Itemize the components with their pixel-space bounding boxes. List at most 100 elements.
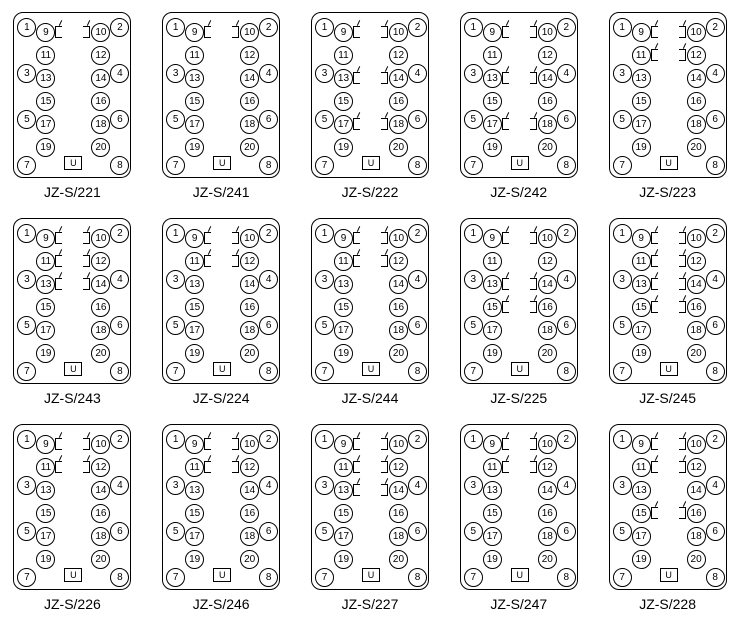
pin-5: 5 [464, 522, 483, 541]
pin-15: 15 [185, 92, 204, 111]
contact-symbol [353, 232, 360, 244]
pin-9: 9 [36, 229, 55, 248]
pin-4: 4 [706, 64, 725, 83]
contact-symbol [381, 255, 388, 267]
pin-8: 8 [408, 362, 427, 381]
pin-20: 20 [240, 138, 259, 157]
pin-9: 9 [334, 23, 353, 42]
relay-frame: 1357246891113151719101214161820U [162, 218, 280, 384]
pin-15: 15 [36, 298, 55, 317]
contact-symbol [679, 49, 686, 61]
contact-symbol [55, 278, 62, 290]
pin-13: 13 [334, 275, 353, 294]
pin-17: 17 [334, 321, 353, 340]
pin-13: 13 [185, 275, 204, 294]
pin-18: 18 [687, 115, 706, 134]
contact-symbol [502, 438, 509, 450]
contact-symbol [381, 72, 388, 84]
pin-2: 2 [408, 430, 427, 449]
contact-symbol [381, 438, 388, 450]
coil-u-box: U [362, 568, 380, 582]
contact-symbol [353, 255, 360, 267]
contact-symbol [530, 301, 537, 313]
contact-symbol [381, 461, 388, 473]
relay-cell: 1357246891113151719101214161820UJZ-S/222 [310, 12, 431, 200]
pin-16: 16 [687, 92, 706, 111]
pin-16: 16 [240, 298, 259, 317]
pin-11: 11 [185, 458, 204, 477]
pin-20: 20 [389, 138, 408, 157]
pin-20: 20 [91, 550, 110, 569]
pin-18: 18 [389, 527, 408, 546]
coil-u-box: U [64, 156, 82, 170]
pin-13: 13 [483, 69, 502, 88]
pin-5: 5 [17, 110, 36, 129]
pin-16: 16 [389, 298, 408, 317]
pin-13: 13 [632, 69, 651, 88]
contact-symbol [204, 26, 211, 38]
contact-symbol [651, 507, 658, 519]
pin-14: 14 [91, 275, 110, 294]
pin-19: 19 [36, 550, 55, 569]
pin-11: 11 [632, 458, 651, 477]
pin-10: 10 [91, 23, 110, 42]
pin-4: 4 [259, 64, 278, 83]
pin-19: 19 [632, 550, 651, 569]
pin-12: 12 [687, 46, 706, 65]
pin-4: 4 [408, 270, 427, 289]
pin-7: 7 [613, 156, 632, 175]
contact-symbol [679, 461, 686, 473]
pin-19: 19 [334, 138, 353, 157]
pin-18: 18 [389, 321, 408, 340]
pin-12: 12 [538, 458, 557, 477]
pin-12: 12 [389, 252, 408, 271]
pin-15: 15 [483, 298, 502, 317]
pin-10: 10 [538, 229, 557, 248]
pin-7: 7 [17, 362, 36, 381]
pin-18: 18 [240, 115, 259, 134]
pin-17: 17 [36, 321, 55, 340]
relay-frame: 1357246891113151719101214161820U [609, 424, 727, 590]
pin-3: 3 [17, 476, 36, 495]
pin-17: 17 [334, 527, 353, 546]
relay-frame: 1357246891113151719101214161820U [162, 424, 280, 590]
pin-12: 12 [91, 252, 110, 271]
pin-5: 5 [166, 110, 185, 129]
relay-frame: 1357246891113151719101214161820U [460, 12, 578, 178]
contact-symbol [651, 232, 658, 244]
pin-13: 13 [632, 481, 651, 500]
contact-symbol [530, 461, 537, 473]
relay-frame: 1357246891113151719101214161820U [609, 218, 727, 384]
relay-cell: 1357246891113151719101214161820UJZ-S/228 [607, 424, 728, 612]
pin-10: 10 [389, 435, 408, 454]
relay-label: JZ-S/245 [639, 390, 696, 406]
pin-11: 11 [36, 458, 55, 477]
pin-13: 13 [483, 275, 502, 294]
contact-symbol [55, 461, 62, 473]
contact-symbol [232, 232, 239, 244]
pin-8: 8 [110, 568, 129, 587]
pin-15: 15 [36, 92, 55, 111]
pin-5: 5 [464, 110, 483, 129]
pin-20: 20 [389, 344, 408, 363]
pin-7: 7 [315, 362, 334, 381]
pin-16: 16 [538, 298, 557, 317]
contact-symbol [651, 26, 658, 38]
pin-17: 17 [632, 115, 651, 134]
contact-symbol [83, 232, 90, 244]
pin-10: 10 [389, 23, 408, 42]
pin-9: 9 [36, 23, 55, 42]
contact-symbol [55, 26, 62, 38]
pin-7: 7 [166, 156, 185, 175]
contact-symbol [679, 232, 686, 244]
pin-19: 19 [483, 550, 502, 569]
pin-17: 17 [185, 321, 204, 340]
contact-symbol [83, 26, 90, 38]
pin-3: 3 [17, 64, 36, 83]
pin-7: 7 [464, 156, 483, 175]
contact-symbol [232, 461, 239, 473]
pin-20: 20 [687, 550, 706, 569]
pin-1: 1 [166, 430, 185, 449]
pin-14: 14 [389, 481, 408, 500]
pin-12: 12 [240, 252, 259, 271]
